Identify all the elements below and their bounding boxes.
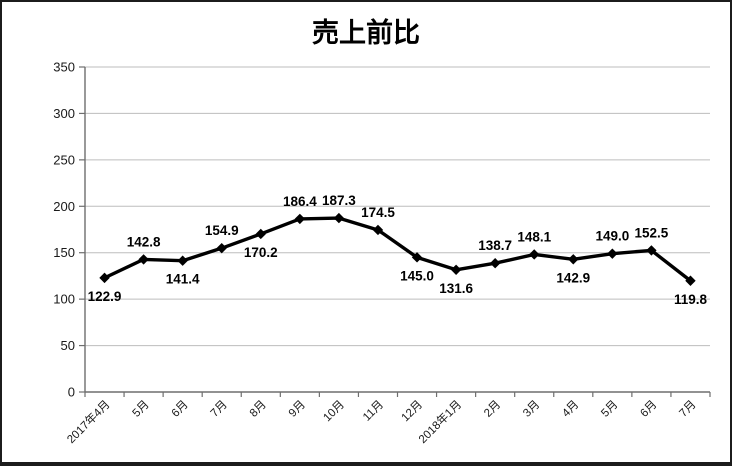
- data-label: 142.8: [127, 234, 161, 249]
- data-label: 187.3: [322, 193, 356, 208]
- x-axis-label: 5月: [599, 399, 620, 420]
- y-axis-label: 150: [53, 245, 75, 260]
- data-label: 138.7: [478, 238, 512, 253]
- data-label: 131.6: [439, 281, 473, 296]
- data-label: 142.9: [556, 270, 590, 285]
- data-point-marker: [607, 248, 618, 259]
- x-axis-label: 2017年4月: [64, 397, 113, 446]
- x-axis-label: 6月: [170, 399, 191, 420]
- y-axis-label: 50: [61, 338, 75, 353]
- plot-area: 0 50 100 150 200 250 300 350 2017年4月 5月 6月 7月 8月 9月 10…: [53, 60, 711, 446]
- x-axis-label: 2月: [482, 399, 503, 420]
- data-point-marker: [372, 224, 384, 236]
- data-label: 119.8: [674, 292, 708, 307]
- data-point-marker: [216, 242, 227, 254]
- y-axis-label: 350: [53, 60, 75, 75]
- data-label: 174.5: [361, 205, 395, 220]
- y-axis-label: 0: [68, 385, 75, 400]
- data-point-marker: [333, 212, 345, 224]
- x-axis-label: 3月: [521, 399, 542, 420]
- data-point-marker: [529, 249, 540, 260]
- x-axis-label: 2018年1月: [415, 397, 464, 446]
- data-label: 122.9: [88, 289, 122, 304]
- x-axis-label: 12月: [399, 399, 425, 425]
- data-label: 145.0: [400, 268, 434, 283]
- x-axis-label: 8月: [248, 399, 269, 420]
- data-label: 186.4: [283, 194, 317, 209]
- data-label: 141.4: [166, 272, 200, 287]
- data-point-marker: [450, 264, 462, 275]
- data-label: 152.5: [635, 225, 669, 240]
- x-axis-label: 11月: [361, 399, 386, 424]
- data-point-marker: [177, 255, 188, 266]
- y-axis-label: 250: [53, 152, 75, 167]
- data-point-marker: [99, 272, 110, 284]
- data-label: 149.0: [595, 229, 629, 244]
- data-label: 148.1: [517, 229, 551, 244]
- x-axis-label: 4月: [560, 399, 581, 420]
- data-point-marker: [646, 245, 657, 256]
- x-axis-label: 7月: [677, 399, 698, 420]
- x-axis-label: 5月: [131, 399, 152, 420]
- x-axis-label: 7月: [209, 399, 230, 420]
- y-axis-label: 300: [53, 106, 75, 121]
- data-point-marker: [568, 254, 579, 265]
- data-point-marker: [489, 258, 501, 269]
- data-point-marker: [411, 252, 423, 263]
- data-point-marker: [685, 275, 696, 286]
- x-axis-label: 9月: [287, 399, 308, 420]
- data-point-marker: [294, 213, 306, 225]
- chart-title: 売上前比: [312, 17, 420, 48]
- data-point-marker: [255, 228, 266, 240]
- x-axis-label: 6月: [638, 399, 659, 420]
- data-label: 154.9: [205, 223, 239, 238]
- series-line: [103, 216, 692, 283]
- data-label: 170.2: [244, 245, 278, 260]
- data-point-marker: [138, 254, 149, 265]
- y-axis-label: 100: [53, 292, 75, 307]
- x-axis-label: 10月: [321, 399, 347, 425]
- y-axis-label: 200: [53, 199, 75, 214]
